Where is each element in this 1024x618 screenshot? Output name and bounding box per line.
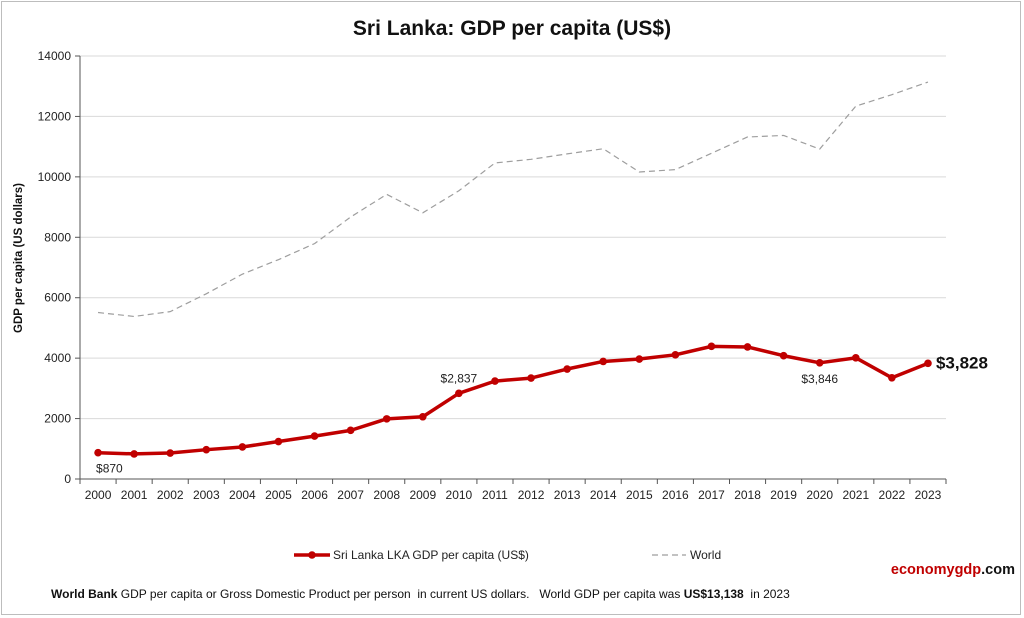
data-point-sri-lanka-lka-gdp-per-capita-us-2011 <box>491 377 499 385</box>
data-point-sri-lanka-lka-gdp-per-capita-us-2002 <box>166 449 175 457</box>
x-tick-label-2002: 2002 <box>157 488 184 502</box>
brand-part-gdp: gdp <box>955 562 982 578</box>
data-point-sri-lanka-lka-gdp-per-capita-us-2022 <box>888 373 896 382</box>
data-point-sri-lanka-lka-gdp-per-capita-us-2013 <box>563 365 571 373</box>
x-tick-label-2015: 2015 <box>626 488 653 502</box>
brand-logo: economygdp.com <box>891 562 1015 578</box>
brand-part-com: .com <box>981 562 1015 578</box>
y-axis-label: GDP per capita (US dollars) <box>13 183 25 333</box>
x-tick-label-2004: 2004 <box>229 488 256 502</box>
data-point-sri-lanka-lka-gdp-per-capita-us-2001 <box>130 450 138 458</box>
x-tick-label-2020: 2020 <box>806 488 833 502</box>
x-tick-label-2007: 2007 <box>337 488 364 502</box>
data-point-sri-lanka-lka-gdp-per-capita-us-2021 <box>851 354 860 362</box>
data-point-sri-lanka-lka-gdp-per-capita-us-2012 <box>527 374 535 382</box>
x-tick-label-2023: 2023 <box>915 488 942 502</box>
x-tick-label-2016: 2016 <box>662 488 689 502</box>
data-point-sri-lanka-lka-gdp-per-capita-us-2020 <box>815 358 824 367</box>
gridlines <box>75 55 946 480</box>
series-line-world <box>97 81 929 318</box>
x-tick-label-2012: 2012 <box>518 488 545 502</box>
y-tick-label-12000: 12000 <box>38 109 72 123</box>
y-tick-label-0: 0 <box>64 472 71 486</box>
data-point-sri-lanka-lka-gdp-per-capita-us-2017 <box>707 342 716 351</box>
footnote-text-2: in 2023 <box>744 587 790 601</box>
y-tick-label-6000: 6000 <box>44 291 71 305</box>
x-tick-label-2003: 2003 <box>193 488 220 502</box>
x-tick-label-2009: 2009 <box>409 488 436 502</box>
x-tick-labels: 2000 2001 2002 2003 2004 2005 2006 2007 2008 2009… <box>85 488 942 502</box>
x-tick-label-2014: 2014 <box>590 488 617 502</box>
x-tick-label-2022: 2022 <box>879 488 906 502</box>
y-tick-label-14000: 14000 <box>38 49 72 63</box>
x-tick-label-2017: 2017 <box>698 488 725 502</box>
y-tick-label-2000: 2000 <box>44 412 71 426</box>
footnote-source: World Bank <box>51 587 118 601</box>
data-label-2020: $3,846 <box>801 372 838 386</box>
x-tick-label-2013: 2013 <box>554 488 581 502</box>
footnote: World Bank GDP per capita or Gross Domes… <box>51 587 790 601</box>
data-label-2010: $2,837 <box>441 371 478 385</box>
data-point-sri-lanka-lka-gdp-per-capita-us-2008 <box>382 415 391 423</box>
x-tick-label-2008: 2008 <box>373 488 400 502</box>
data-label-2023: $3,828 <box>936 353 988 372</box>
footnote-world-value: US$13,138 <box>684 587 744 601</box>
y-tick-label-4000: 4000 <box>44 351 71 365</box>
legend: Sri Lanka LKA GDP per capita (US$) World <box>294 548 721 562</box>
x-tick-label-2005: 2005 <box>265 488 292 502</box>
brand-part-economy: economy <box>891 562 955 578</box>
x-tick-label-2011: 2011 <box>482 488 508 502</box>
data-point-sri-lanka-lka-gdp-per-capita-us-2003 <box>202 445 211 454</box>
annotations: $870 $2,837 $3,846 $3,828 <box>96 353 988 475</box>
series-line-sri-lanka-lka-gdp-per-capita-us <box>97 344 929 456</box>
data-point-sri-lanka-lka-gdp-per-capita-us-2018 <box>743 343 752 351</box>
chart-title: Sri Lanka: GDP per capita (US$) <box>353 17 671 40</box>
x-tick-label-2006: 2006 <box>301 488 328 502</box>
data-point-sri-lanka-lka-gdp-per-capita-us-2023 <box>924 359 932 368</box>
x-tick-label-2010: 2010 <box>446 488 473 502</box>
y-tick-label-8000: 8000 <box>44 230 71 244</box>
data-label-2000: $870 <box>96 462 123 476</box>
x-tick-label-2000: 2000 <box>85 488 112 502</box>
data-point-sri-lanka-lka-gdp-per-capita-us-2005 <box>274 437 283 446</box>
data-point-sri-lanka-lka-gdp-per-capita-us-2009 <box>418 412 427 421</box>
data-point-sri-lanka-lka-gdp-per-capita-us-2015 <box>635 355 644 363</box>
x-tick-label-2021: 2021 <box>842 488 869 502</box>
data-point-sri-lanka-lka-gdp-per-capita-us-2006 <box>310 432 319 440</box>
y-tick-label-10000: 10000 <box>38 170 72 184</box>
legend-label-sri-lanka: Sri Lanka LKA GDP per capita (US$) <box>333 548 529 562</box>
x-tick-label-2019: 2019 <box>770 488 797 502</box>
data-point-sri-lanka-lka-gdp-per-capita-us-2014 <box>599 357 608 366</box>
data-point-sri-lanka-lka-gdp-per-capita-us-2004 <box>238 443 247 451</box>
data-point-sri-lanka-lka-gdp-per-capita-us-2019 <box>779 351 788 360</box>
footnote-text-1: GDP per capita or Gross Domestic Product… <box>117 587 683 601</box>
data-point-sri-lanka-lka-gdp-per-capita-us-2000 <box>94 448 102 457</box>
legend-label-world: World <box>690 548 721 562</box>
data-point-sri-lanka-lka-gdp-per-capita-us-2010 <box>455 389 463 398</box>
data-point-sri-lanka-lka-gdp-per-capita-us-2007 <box>346 426 355 435</box>
data-point-sri-lanka-lka-gdp-per-capita-us-2016 <box>671 351 680 359</box>
y-tick-labels: 0 2000 4000 6000 8000 10000 12000 14000 <box>38 49 72 486</box>
series <box>94 81 932 458</box>
axes <box>79 56 947 484</box>
x-tick-label-2018: 2018 <box>734 488 761 502</box>
legend-marker-sri-lanka <box>308 551 316 559</box>
x-tick-label-2001: 2001 <box>121 488 148 502</box>
